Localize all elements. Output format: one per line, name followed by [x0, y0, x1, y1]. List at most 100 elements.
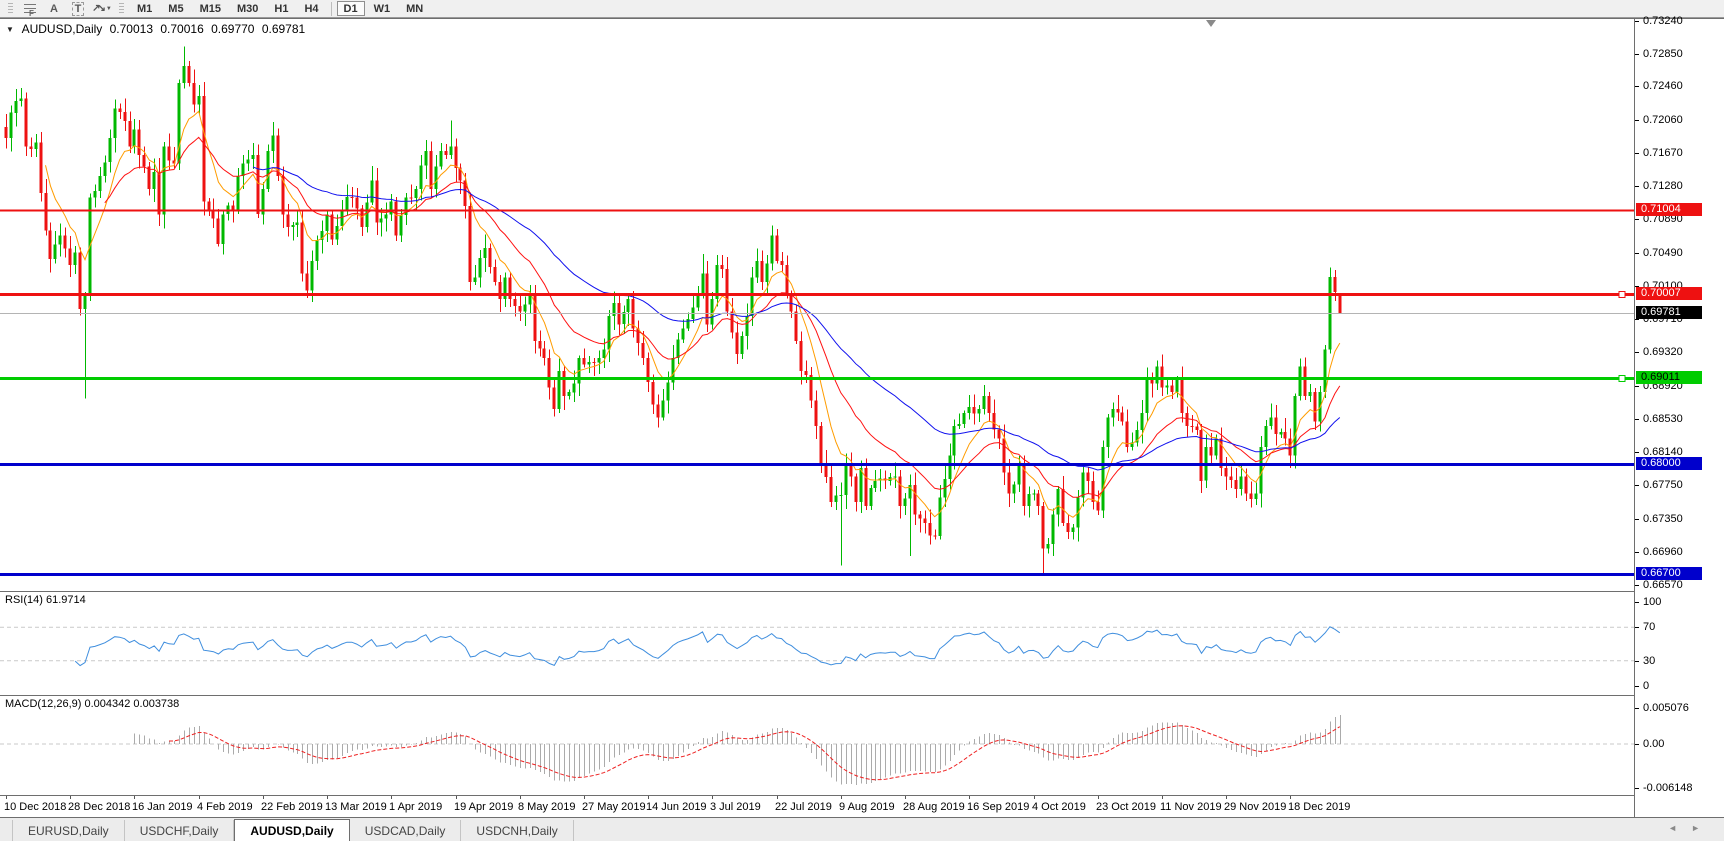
- chart-tab-usdcnh[interactable]: USDCNH,Daily: [461, 820, 574, 841]
- timeframe-button-d1[interactable]: D1: [336, 1, 365, 16]
- candle: [1170, 385, 1174, 392]
- candle: [661, 400, 665, 418]
- candle: [1071, 527, 1075, 532]
- candle: [1091, 480, 1095, 502]
- candle: [646, 358, 650, 382]
- candle: [928, 523, 932, 536]
- chart-tab-usdchf[interactable]: USDCHF,Daily: [125, 820, 235, 841]
- time-label: 4 Feb 2019: [197, 801, 253, 813]
- candle: [933, 535, 937, 537]
- chart-shift-marker[interactable]: [1206, 20, 1216, 27]
- candle: [1066, 523, 1070, 532]
- candle: [715, 265, 719, 299]
- candle: [582, 358, 586, 365]
- candle: [1002, 438, 1006, 473]
- timeframe-button-w1[interactable]: W1: [367, 1, 398, 16]
- time-tick: [905, 796, 906, 799]
- tab-scroll-left-icon[interactable]: ◄: [1668, 823, 1692, 833]
- candle: [1012, 484, 1016, 494]
- candle: [1283, 432, 1287, 439]
- candle: [404, 197, 408, 215]
- candle: [498, 281, 502, 299]
- candle: [1180, 379, 1184, 413]
- price-tick: 0.67750: [1635, 479, 1683, 491]
- candle: [592, 362, 596, 363]
- timeframe-button-m30[interactable]: M30: [230, 1, 265, 16]
- candle: [113, 108, 117, 139]
- time-label: 4 Oct 2019: [1032, 801, 1086, 813]
- line-handle[interactable]: [1618, 375, 1626, 382]
- candle: [508, 277, 512, 299]
- candle: [1165, 385, 1169, 388]
- candle: [602, 349, 606, 358]
- candle: [1135, 430, 1139, 443]
- candle: [587, 362, 591, 365]
- candle: [137, 129, 141, 155]
- toolbar-grip[interactable]: [8, 2, 13, 15]
- candle: [78, 252, 82, 309]
- macd-panel-canvas[interactable]: [0, 696, 1634, 795]
- rsi-panel-canvas[interactable]: [0, 592, 1634, 695]
- price-axis[interactable]: 0.73240 0.72850 0.72460 0.72060 0.71670 0.712…: [1635, 15, 1724, 817]
- toolbar-grip[interactable]: [119, 2, 124, 15]
- candle: [607, 315, 611, 350]
- candle: [1229, 476, 1233, 480]
- candle: [740, 335, 744, 354]
- candle: [123, 112, 127, 122]
- candle: [276, 135, 280, 177]
- candle: [854, 476, 858, 502]
- candle: [542, 348, 546, 359]
- tab-scroll-right-icon[interactable]: ►: [1691, 823, 1714, 833]
- candle: [207, 201, 211, 210]
- panel-separator-rsi-macd[interactable]: [0, 695, 1724, 696]
- price-tick: 0.70490: [1635, 247, 1683, 259]
- timeframe-button-mn[interactable]: MN: [399, 1, 430, 16]
- candle: [241, 163, 245, 177]
- price-badge-0.68000: 0.68000: [1636, 456, 1702, 470]
- text-label-icon: A: [50, 2, 58, 15]
- timeframe-button-h1[interactable]: H1: [267, 1, 295, 16]
- candle: [794, 311, 798, 342]
- candle: [1106, 417, 1110, 447]
- candle: [98, 176, 102, 191]
- line-handle[interactable]: [1618, 291, 1626, 298]
- chart-tab-eurusd[interactable]: EURUSD,Daily: [12, 820, 125, 841]
- panel-separator-main-rsi[interactable]: [0, 591, 1724, 592]
- time-axis[interactable]: 10 Dec 2018 28 Dec 2018 16 Jan 2019 4 Feb 2…: [0, 796, 1634, 817]
- timeframe-button-m15[interactable]: M15: [193, 1, 228, 16]
- timeframe-button-h4[interactable]: H4: [297, 1, 325, 16]
- time-tick: [584, 796, 585, 799]
- timeframe-button-m5[interactable]: M5: [161, 1, 190, 16]
- text-tool-button[interactable]: T: [68, 1, 88, 17]
- candle: [701, 273, 705, 295]
- candle: [142, 155, 146, 167]
- price-axis-divider: [1634, 19, 1635, 817]
- price-chart-canvas[interactable]: [0, 20, 1634, 591]
- candle: [1195, 426, 1199, 430]
- arrows-tool-button[interactable]: ↗↘ ▼: [92, 1, 112, 17]
- price-badge-0.71004: 0.71004: [1636, 202, 1702, 216]
- candle: [1323, 349, 1327, 392]
- candle: [1269, 417, 1273, 426]
- text-label-tool-button[interactable]: A: [44, 1, 64, 17]
- chart-tab-audusd[interactable]: AUDUSD,Daily: [234, 819, 350, 841]
- candle: [192, 83, 196, 105]
- time-tick: [777, 796, 778, 799]
- candle: [557, 370, 561, 409]
- candle: [948, 455, 952, 480]
- candle: [355, 197, 359, 209]
- candle: [9, 112, 13, 139]
- timeframe-button-m1[interactable]: M1: [130, 1, 159, 16]
- candle: [19, 98, 23, 101]
- candle: [478, 258, 482, 278]
- candle: [873, 480, 877, 488]
- fibonacci-tool-button[interactable]: F: [20, 1, 40, 18]
- candle: [1101, 446, 1105, 511]
- candle: [513, 298, 517, 306]
- candle: [1254, 493, 1258, 499]
- time-tick: [391, 796, 392, 799]
- candle: [93, 190, 97, 198]
- collapse-icon[interactable]: ▼: [6, 25, 14, 34]
- candle: [379, 218, 383, 223]
- chart-tab-usdcad[interactable]: USDCAD,Daily: [350, 820, 462, 841]
